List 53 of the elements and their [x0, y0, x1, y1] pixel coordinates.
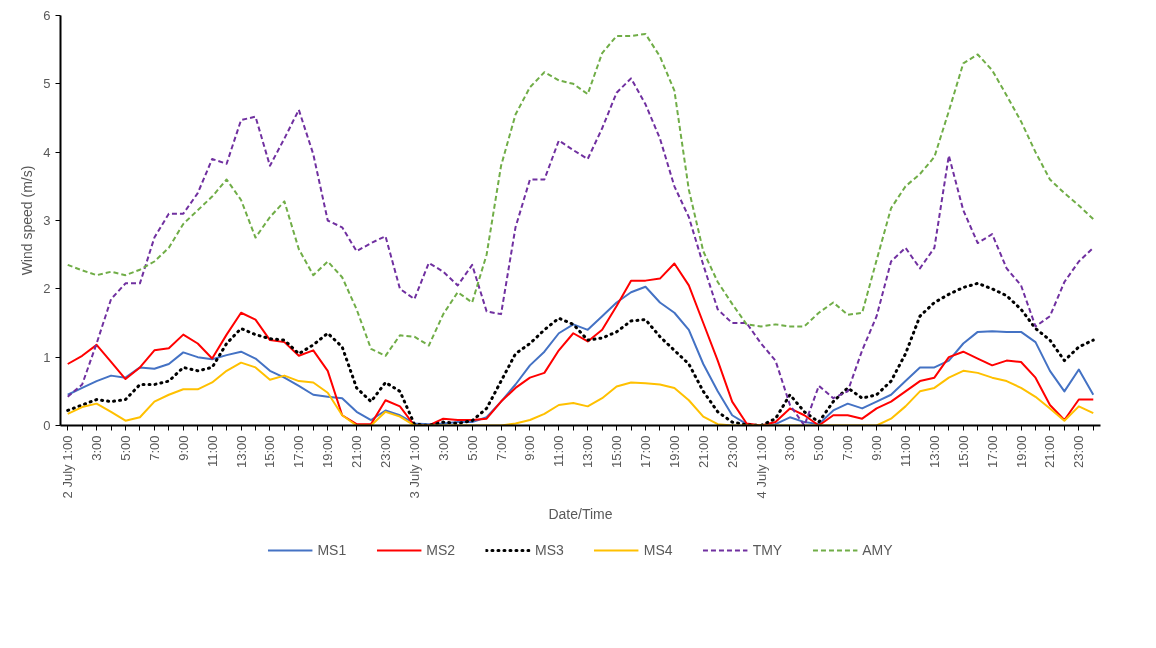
x-tick-label: 2 July 1:00 — [60, 435, 76, 499]
x-tick-label: 17:00 — [291, 435, 307, 469]
y-tick-label: 0 — [43, 418, 51, 433]
x-tick-label: 7:00 — [840, 435, 856, 461]
x-tick-label: 23:00 — [378, 435, 393, 469]
legend-label: MS4 — [643, 542, 673, 558]
y-tick-label: 4 — [43, 144, 51, 160]
x-tick-label: 9:00 — [522, 435, 538, 461]
x-tick-label: 15:00 — [955, 435, 971, 469]
x-tick-label: 7:00 — [146, 435, 162, 461]
x-tick-label: 3 July 1:00 — [406, 435, 422, 499]
x-tick-label: 21:00 — [1042, 435, 1058, 469]
x-tick-label: 13:00 — [926, 435, 942, 469]
x-tick-label: 11:00 — [204, 435, 220, 468]
x-tick-label: 7:00 — [493, 435, 509, 461]
x-tick-label: 19:00 — [666, 435, 682, 469]
x-tick-label: 9:00 — [175, 435, 191, 461]
x-tick-label: 3:00 — [782, 435, 798, 461]
y-tick-label: 6 — [43, 8, 51, 23]
x-tick-label: 17:00 — [638, 435, 653, 469]
legend-label: MS1 — [317, 542, 347, 558]
x-tick-label: 21:00 — [349, 435, 365, 469]
x-tick-label: 23:00 — [724, 435, 740, 469]
x-tick-label: 4 July 1:00 — [753, 435, 769, 499]
legend-label: TMY — [752, 542, 783, 558]
x-axis-title: Date/Time — [548, 506, 613, 523]
x-tick-label: 9:00 — [869, 435, 885, 461]
x-tick-label: 21:00 — [695, 435, 711, 469]
y-tick-label: 1 — [43, 349, 51, 365]
x-tick-label: 15:00 — [262, 435, 278, 469]
x-tick-label: 23:00 — [1071, 435, 1087, 469]
x-tick-label: 5:00 — [811, 435, 827, 461]
x-tick-label: 11:00 — [898, 435, 913, 468]
legend-label: AMY — [862, 542, 893, 558]
y-tick-label: 2 — [43, 281, 51, 297]
legend-label: MS3 — [535, 542, 564, 558]
legend-label: MS2 — [426, 542, 456, 558]
x-tick-label: 13:00 — [233, 435, 249, 469]
y-tick-label: 3 — [43, 213, 51, 228]
x-tick-label: 19:00 — [1013, 435, 1029, 469]
x-tick-label: 5:00 — [118, 435, 133, 461]
x-tick-label: 19:00 — [320, 435, 336, 469]
line-series — [66, 32, 1095, 357]
x-tick-label: 17:00 — [984, 435, 1000, 469]
x-tick-label: 13:00 — [580, 435, 596, 469]
x-tick-label: 11:00 — [551, 435, 567, 468]
x-tick-label: 15:00 — [609, 435, 625, 469]
y-axis-title: Wind speed (m/s) — [19, 165, 36, 276]
x-tick-label: 3:00 — [435, 435, 451, 461]
x-tick-label: 3:00 — [89, 435, 105, 461]
line-series — [66, 77, 1095, 426]
y-tick-label: 5 — [43, 76, 51, 92]
x-tick-label: 5:00 — [464, 435, 480, 461]
